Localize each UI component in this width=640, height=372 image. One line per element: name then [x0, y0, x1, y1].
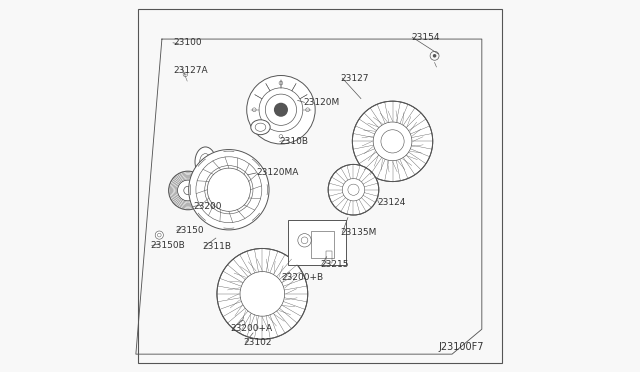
Text: 23124: 23124: [378, 198, 406, 207]
Text: J23100F7: J23100F7: [438, 342, 484, 352]
Circle shape: [328, 164, 379, 215]
Circle shape: [274, 103, 288, 117]
Text: 23154: 23154: [411, 33, 440, 42]
Circle shape: [156, 231, 163, 239]
Text: 23135M: 23135M: [340, 228, 377, 237]
Bar: [326, 251, 332, 263]
Circle shape: [353, 101, 433, 182]
Ellipse shape: [195, 147, 216, 177]
Circle shape: [168, 171, 207, 210]
Text: 23100: 23100: [173, 38, 202, 47]
Circle shape: [189, 150, 269, 230]
Circle shape: [217, 248, 308, 339]
Circle shape: [433, 54, 436, 58]
Text: 23120MA: 23120MA: [257, 169, 299, 177]
Bar: [310, 231, 334, 258]
Ellipse shape: [251, 120, 270, 135]
Bar: [289, 220, 346, 265]
Text: 23102: 23102: [244, 338, 272, 347]
Text: 2311B: 2311B: [203, 242, 232, 251]
Text: 23150B: 23150B: [151, 241, 186, 250]
Text: 23120M: 23120M: [303, 98, 339, 107]
Text: 23200: 23200: [193, 202, 222, 211]
Text: 23200+B: 23200+B: [281, 273, 323, 282]
Text: 23127A: 23127A: [173, 66, 208, 75]
Text: 2310B: 2310B: [279, 137, 308, 146]
Text: 23150: 23150: [175, 226, 204, 235]
Text: 23200+A: 23200+A: [231, 324, 273, 333]
Text: 23215: 23215: [320, 260, 349, 269]
Text: 23127: 23127: [340, 74, 369, 83]
Circle shape: [239, 320, 245, 326]
Circle shape: [246, 76, 315, 144]
